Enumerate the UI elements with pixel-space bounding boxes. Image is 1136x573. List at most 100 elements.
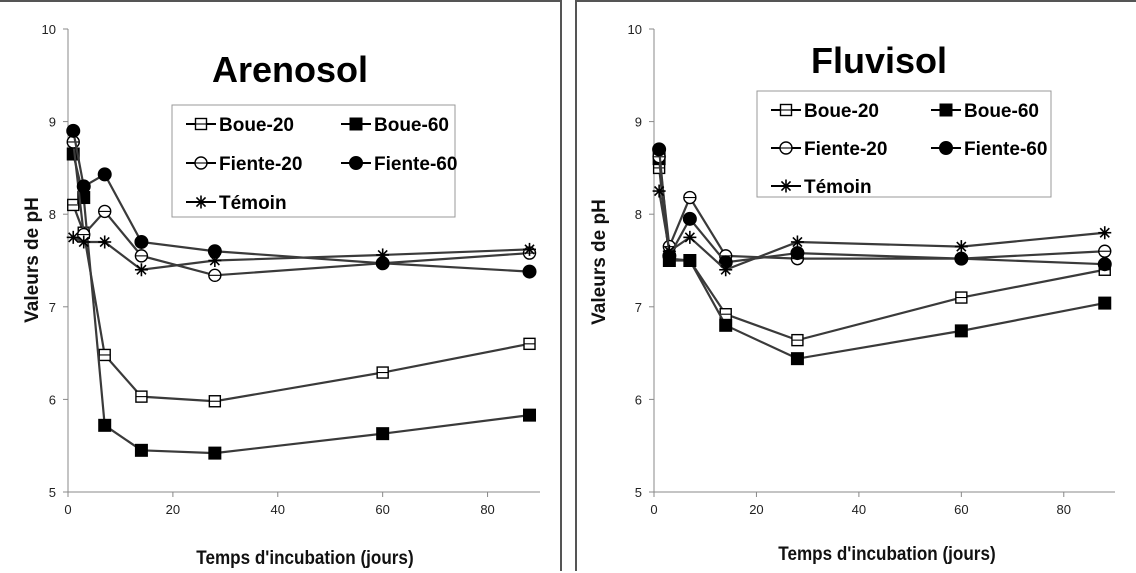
legend-item-boue-20: Boue-20 [771, 101, 879, 122]
x-tick-label: 60 [954, 502, 968, 517]
legend-box [756, 90, 1052, 198]
legend-label: Témoin [804, 177, 872, 198]
chart-title: Fluvisol [811, 40, 947, 81]
data-point-temoin [98, 235, 112, 249]
series-fiente-60 [66, 123, 537, 279]
legend-label: Fiente-60 [964, 139, 1047, 160]
data-point-boue-60 [134, 443, 148, 457]
x-tick-label: 20 [166, 502, 180, 517]
y-tick-label: 10 [628, 22, 642, 37]
data-point-fiente-60 [66, 123, 81, 138]
y-axis-title: Valeurs de pH [22, 197, 43, 323]
legend-item-boue-20: Boue-20 [186, 115, 294, 136]
legend-label: Boue-60 [964, 101, 1039, 122]
legend-item-boue-60: Boue-60 [931, 101, 1039, 122]
x-axis-title: Temps d'incubation (jours) [196, 547, 413, 568]
x-tick-label: 40 [852, 502, 866, 517]
legend-item-fiente-60: Fiente-60 [341, 154, 457, 175]
data-point-temoin [1098, 226, 1112, 240]
y-tick-label: 5 [635, 485, 642, 500]
x-tick-label: 80 [1057, 502, 1071, 517]
data-point-temoin [523, 242, 537, 256]
data-point-fiente-60 [954, 251, 969, 266]
data-point-temoin [208, 254, 222, 267]
data-point-temoin [719, 263, 733, 277]
data-point-fiente-60 [97, 167, 112, 182]
legend-marker [349, 156, 363, 170]
x-tick-label: 20 [749, 502, 763, 517]
data-point-boue-60 [790, 352, 804, 366]
legend-item-fiente-20: Fiente-20 [186, 154, 302, 175]
series-temoin [66, 230, 537, 277]
data-point-boue-60 [523, 408, 537, 422]
legend-item-boue-60: Boue-60 [341, 115, 449, 136]
data-point-temoin [66, 230, 80, 244]
legend-item-temoin: Témoin [186, 193, 287, 214]
y-tick-label: 6 [635, 392, 642, 407]
data-point-temoin [790, 235, 804, 249]
chart-arenosol: 5 6 7 8 9 10 0 20 40 60 80 Temps d'incubation (jour… [22, 22, 540, 568]
data-point-temoin [652, 184, 666, 198]
data-point-fiente-60 [76, 179, 91, 194]
legend-label: Boue-60 [374, 115, 449, 136]
y-tick-label: 9 [49, 115, 56, 130]
legend-box [171, 104, 456, 218]
y-tick-label: 7 [635, 300, 642, 315]
data-point-boue-60 [954, 324, 968, 338]
legend-item-fiente-20: Fiente-20 [771, 139, 887, 160]
data-point-temoin [376, 248, 390, 262]
legend-marker [939, 103, 953, 117]
legend-item-temoin: Témoin [771, 177, 872, 198]
chart-title: Arenosol [212, 49, 368, 90]
data-point-boue-60 [208, 446, 222, 460]
data-point-boue-60 [683, 254, 697, 267]
legend-label: Fiente-20 [219, 154, 302, 175]
data-point-boue-60 [1098, 296, 1112, 310]
legend-label: Témoin [219, 193, 287, 214]
x-tick-label: 40 [271, 502, 285, 517]
x-tick-label: 60 [375, 502, 389, 517]
data-point-fiente-60 [790, 246, 805, 261]
series-boue-20 [67, 198, 536, 408]
x-axis-title: Temps d'incubation (jours) [778, 543, 995, 564]
series-temoin [652, 184, 1112, 277]
legend-marker [779, 179, 793, 193]
data-point-fiente-60 [522, 264, 537, 279]
y-axis-title: Valeurs de pH [589, 199, 610, 325]
legend-label: Fiente-60 [374, 154, 457, 175]
data-point-temoin [683, 230, 697, 244]
legend-label: Fiente-20 [804, 139, 887, 160]
y-tick-label: 6 [49, 392, 56, 407]
y-tick-label: 5 [49, 485, 56, 500]
legend-marker [349, 117, 363, 131]
data-point-fiente-60 [652, 142, 667, 157]
legend-item-fiente-60: Fiente-60 [931, 139, 1047, 160]
legend: Boue-20 Boue-60 Fiente-20 Fiente-60 Témoin [756, 90, 1052, 198]
data-point-fiente-60 [134, 234, 149, 249]
legend-marker [194, 195, 208, 209]
data-point-temoin [954, 240, 968, 254]
legend-label: Boue-20 [219, 115, 294, 136]
chart-panel-fluvisol: 5 6 7 8 9 10 0 20 40 60 80 Temps d'incubation (jour… [575, 0, 1136, 571]
legend-label: Boue-20 [804, 101, 879, 122]
data-point-temoin [662, 244, 676, 258]
chart-panel-arenosol: 5 6 7 8 9 10 0 20 40 60 80 Temps d'incubation (jour… [0, 0, 562, 571]
x-tick-label: 80 [480, 502, 494, 517]
data-point-fiente-60 [1097, 257, 1112, 272]
data-point-temoin [77, 235, 91, 249]
x-tick-label: 0 [650, 502, 657, 517]
data-point-boue-60 [719, 318, 733, 332]
data-point-boue-60 [376, 427, 390, 441]
chart-fluvisol: 5 6 7 8 9 10 0 20 40 60 80 Temps d'incubation (jour… [589, 22, 1115, 564]
series-line-boue-20 [72, 204, 530, 403]
y-tick-label: 8 [635, 207, 642, 222]
data-point-boue-60 [98, 418, 112, 432]
legend-marker [939, 141, 953, 155]
y-tick-label: 9 [635, 115, 642, 130]
data-point-fiente-60 [682, 211, 697, 226]
x-tick-label: 0 [64, 502, 71, 517]
y-tick-label: 8 [49, 207, 56, 222]
y-tick-label: 10 [42, 22, 56, 37]
legend: Boue-20 Boue-60 Fiente-20 Fiente-60 Témoin [171, 104, 457, 218]
y-tick-label: 7 [49, 300, 56, 315]
